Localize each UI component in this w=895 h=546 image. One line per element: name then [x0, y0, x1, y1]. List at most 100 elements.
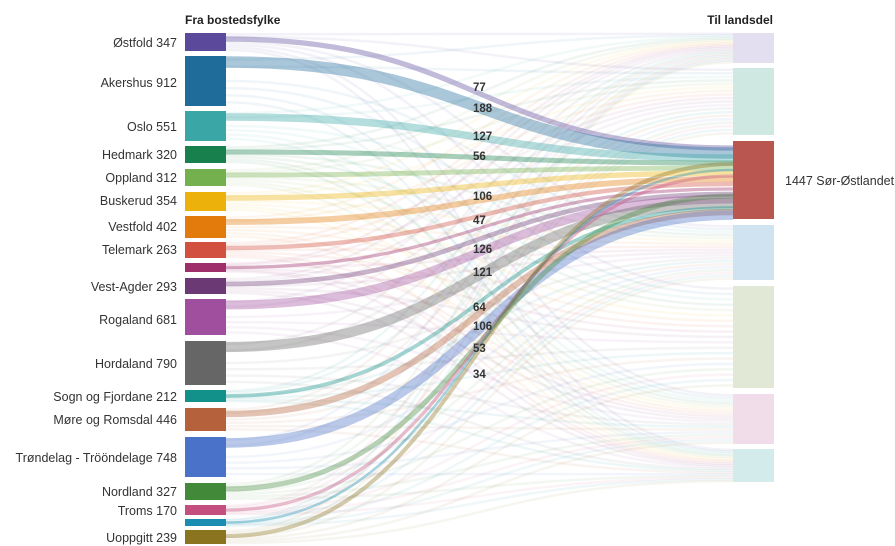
background-flow [225, 289, 734, 421]
background-flow [225, 53, 734, 411]
background-flow [225, 128, 734, 522]
background-flow [225, 107, 734, 352]
background-flow [225, 433, 734, 498]
background-flow [225, 271, 734, 512]
target-nodes [733, 33, 774, 482]
flow-to-sor-ostlandet [225, 56, 734, 159]
target-node [733, 141, 774, 219]
source-node [185, 299, 226, 335]
source-label: Møre og Romsdal 446 [53, 413, 177, 427]
background-flow [225, 103, 734, 308]
flow-value-label: 47 [473, 215, 486, 227]
background-flow [225, 117, 734, 447]
background-flow [225, 45, 734, 265]
background-flow [225, 268, 734, 493]
source-label: Sogn og Fjordane 212 [53, 390, 177, 404]
source-node [185, 146, 226, 163]
background-flow [225, 56, 734, 486]
target-label-sor-ostlandet: 1447 Sør-Østlandet [785, 174, 895, 188]
background-flow [225, 441, 734, 543]
target-node [733, 68, 774, 135]
source-node [185, 437, 226, 477]
source-header: Fra bostedsfylke [185, 13, 281, 27]
background-flow [225, 82, 734, 174]
background-flow [225, 254, 734, 319]
background-flow [225, 89, 734, 222]
flow-to-sor-ostlandet [225, 194, 734, 310]
background-flow [225, 48, 734, 452]
target-node [733, 33, 774, 63]
background-flow [225, 270, 734, 466]
background-flow [225, 100, 734, 283]
source-label: Vestfold 402 [108, 220, 177, 234]
background-flow [225, 43, 734, 245]
source-node [185, 341, 226, 385]
background-flow [225, 45, 734, 397]
background-flow [225, 399, 734, 472]
background-flow [225, 40, 734, 195]
background-flow [225, 48, 734, 303]
background-flow [225, 57, 734, 507]
flow-value-label: 121 [473, 267, 493, 279]
source-node [185, 216, 226, 238]
background-flow [225, 331, 734, 469]
source-label: Buskerud 354 [100, 194, 177, 208]
background-flow [225, 86, 734, 198]
flow-to-sor-ostlandet [225, 210, 734, 448]
background-flow [225, 153, 734, 237]
source-node [185, 408, 226, 431]
background-flow [225, 374, 734, 426]
background-flow [225, 267, 734, 333]
background-flow [225, 253, 734, 415]
source-label: Akershus 912 [101, 76, 177, 90]
background-flow [225, 35, 734, 72]
source-node [185, 263, 226, 272]
background-flow [225, 277, 734, 539]
source-label: Oppland 312 [105, 171, 177, 185]
background-flow [225, 262, 734, 421]
background-flow [225, 384, 734, 541]
flow-value-label: 34 [473, 369, 486, 381]
source-node [185, 530, 226, 544]
source-label: Uoppgitt 239 [106, 531, 177, 545]
source-label: Vest-Agder 293 [91, 280, 177, 294]
background-flow [225, 121, 734, 488]
background-flow [225, 380, 734, 471]
flow-to-sor-ostlandet [225, 191, 734, 287]
background-flow [225, 160, 734, 457]
background-flow [225, 42, 734, 219]
background-flow [225, 79, 734, 151]
background-flow [225, 178, 734, 312]
flow-to-sor-ostlandet [225, 197, 734, 353]
target-header: Til landsdel [707, 13, 773, 27]
source-label: Hedmark 320 [102, 148, 177, 162]
background-flow [225, 49, 734, 346]
flow-to-sor-ostlandet [225, 206, 734, 398]
background-flow [225, 378, 734, 525]
background-flow [225, 79, 734, 231]
background-flow [225, 75, 734, 119]
background-flow [225, 51, 734, 393]
background-flow [225, 37, 734, 149]
target-node [733, 286, 774, 388]
background-flow [225, 265, 734, 459]
background-flow [225, 438, 734, 526]
background-flow [225, 424, 734, 431]
background-flow [225, 202, 734, 317]
source-node [185, 505, 226, 515]
source-label: Nordland 327 [102, 485, 177, 499]
background-flow [225, 131, 734, 535]
background-flow [225, 291, 734, 467]
background-flow [225, 326, 734, 423]
background-flow [225, 346, 734, 371]
background-flow [225, 474, 734, 501]
background-flow [225, 362, 734, 464]
source-label: Oslo 551 [127, 120, 177, 134]
background-flow [225, 114, 734, 415]
background-flow [225, 183, 734, 459]
background-flow [225, 268, 734, 418]
background-flow [225, 38, 734, 172]
source-label: Østfold 347 [113, 36, 177, 50]
background-flow [225, 86, 734, 296]
background-flow [225, 65, 734, 75]
